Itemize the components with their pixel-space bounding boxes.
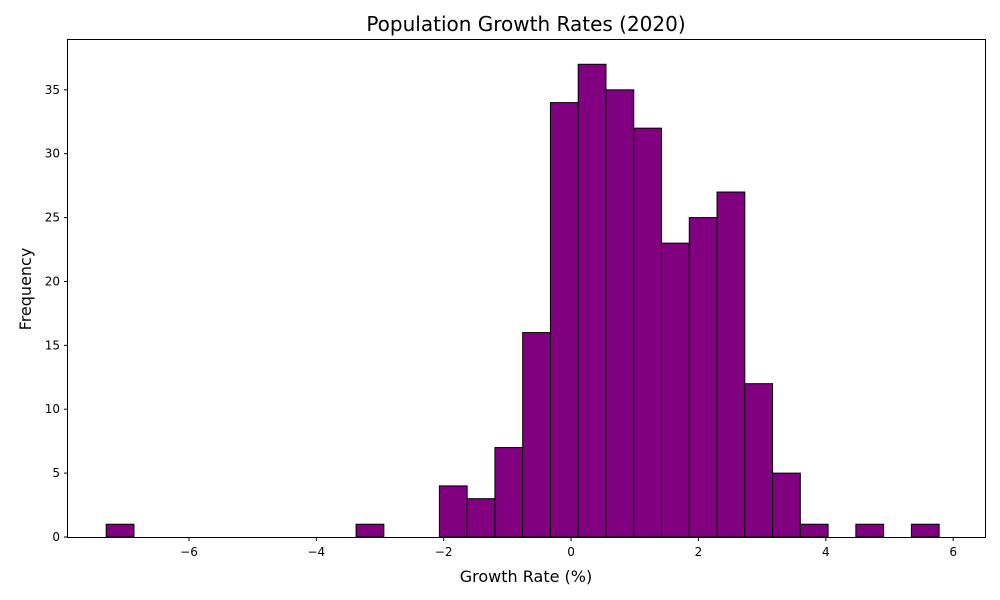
- histogram-bar: [355, 523, 385, 538]
- histogram-bar: [688, 217, 718, 538]
- y-axis-ticks: 0 5 10 15 20 25 30 35: [45, 83, 68, 544]
- x-tick-label: −4: [308, 545, 326, 559]
- histogram-bar: [494, 447, 524, 538]
- y-tick-label: 0: [52, 530, 60, 544]
- x-axis-title: Growth Rate (%): [460, 567, 592, 586]
- x-tick-label: 6: [949, 545, 957, 559]
- y-tick-label: 30: [45, 147, 60, 161]
- y-tick-label: 35: [45, 83, 60, 97]
- histogram-bar: [772, 472, 801, 538]
- histogram-bar: [438, 485, 468, 538]
- y-tick-label: 10: [45, 402, 60, 416]
- y-axis-title: Frequency: [16, 248, 35, 331]
- histogram-bar: [661, 242, 690, 538]
- x-axis-ticks: −6 −4 −2 0 2 4 6: [180, 537, 957, 559]
- histogram-bar: [855, 523, 885, 538]
- histogram-bar: [466, 498, 496, 538]
- y-tick-label: 20: [45, 274, 60, 288]
- histogram-bar: [799, 523, 829, 538]
- chart-title: Population Growth Rates (2020): [366, 12, 685, 36]
- bars: [105, 63, 940, 538]
- histogram-bar: [105, 523, 135, 538]
- histogram-bar: [744, 383, 774, 538]
- x-tick-label: 4: [822, 545, 830, 559]
- histogram-bar: [549, 102, 579, 538]
- histogram-bar: [633, 127, 663, 538]
- x-tick-label: −2: [435, 545, 453, 559]
- histogram-bar: [716, 191, 746, 538]
- y-tick-label: 5: [52, 466, 60, 480]
- x-tick-label: −6: [180, 545, 198, 559]
- histogram-bar: [910, 523, 940, 538]
- x-tick-label: 2: [695, 545, 703, 559]
- x-tick-label: 0: [567, 545, 575, 559]
- y-tick-label: 15: [45, 338, 60, 352]
- y-tick-label: 25: [45, 211, 60, 225]
- histogram-bar: [605, 89, 635, 538]
- histogram-bar: [522, 332, 551, 538]
- plot-frame: [67, 39, 986, 538]
- histogram-bar: [577, 63, 607, 538]
